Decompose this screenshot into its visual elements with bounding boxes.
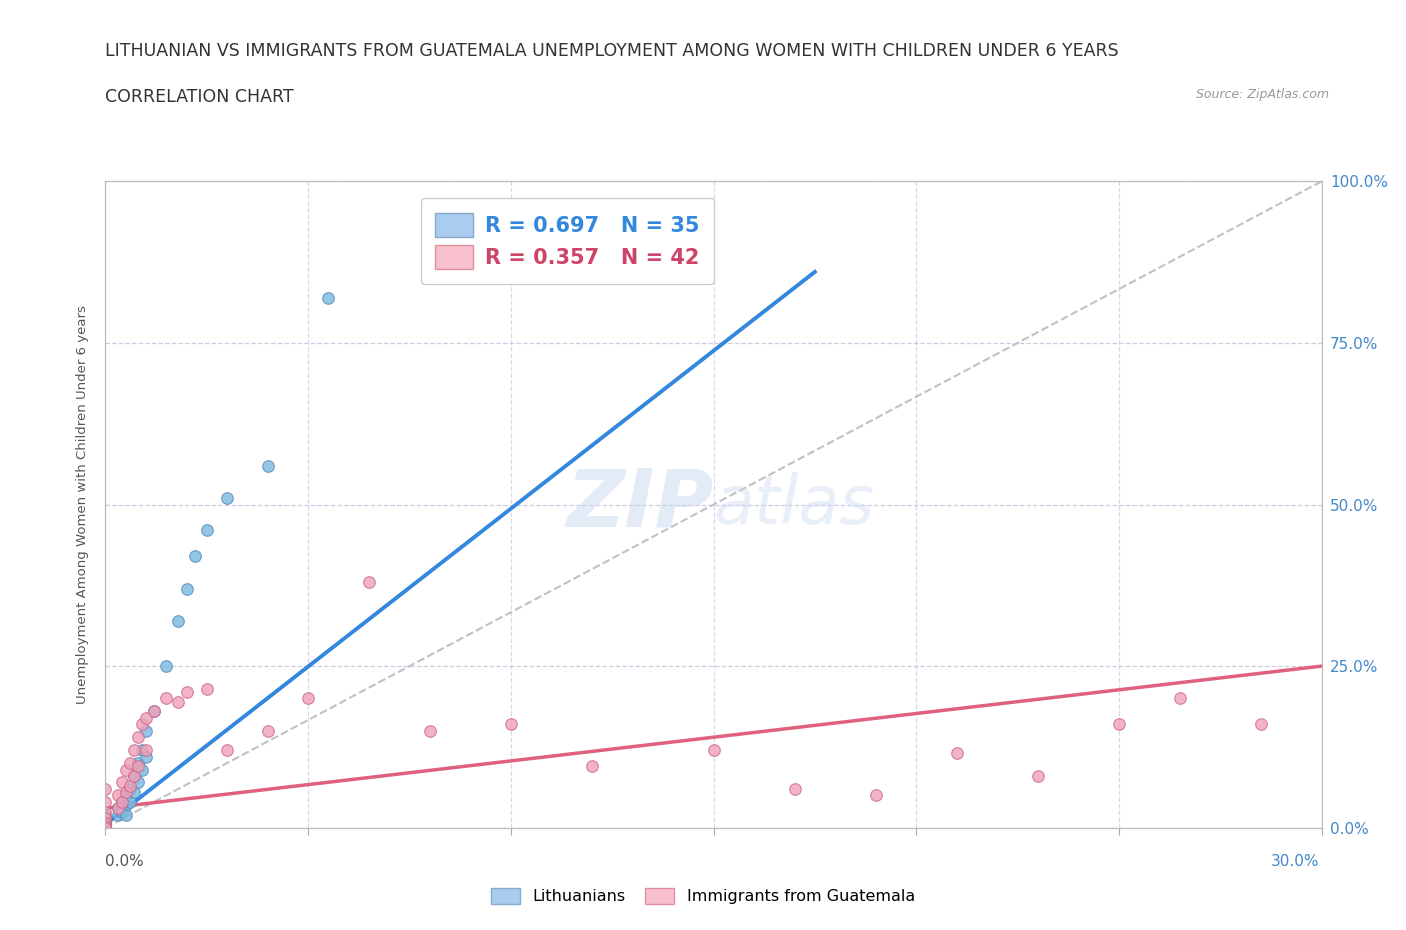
- Point: [122, 768, 145, 783]
- Point: [419, 724, 441, 738]
- Point: [122, 768, 145, 783]
- Point: [94, 815, 117, 830]
- Text: LITHUANIAN VS IMMIGRANTS FROM GUATEMALA UNEMPLOYMENT AMONG WOMEN WITH CHILDREN U: LITHUANIAN VS IMMIGRANTS FROM GUATEMALA …: [105, 42, 1119, 60]
- Point: [94, 814, 117, 829]
- Point: [114, 798, 136, 813]
- Point: [357, 575, 380, 590]
- Point: [94, 811, 117, 826]
- Point: [94, 781, 117, 796]
- Point: [118, 794, 141, 809]
- Y-axis label: Unemployment Among Women with Children Under 6 years: Unemployment Among Women with Children U…: [76, 305, 90, 704]
- Point: [114, 762, 136, 777]
- Point: [135, 724, 157, 738]
- Point: [176, 684, 198, 699]
- Point: [155, 658, 177, 673]
- Point: [94, 819, 117, 834]
- Point: [217, 491, 239, 506]
- Point: [499, 717, 522, 732]
- Point: [107, 801, 129, 816]
- Point: [176, 581, 198, 596]
- Point: [865, 788, 887, 803]
- Point: [135, 743, 157, 758]
- Point: [94, 804, 117, 819]
- Point: [114, 788, 136, 803]
- Point: [135, 750, 157, 764]
- Point: [122, 785, 145, 800]
- Point: [256, 724, 278, 738]
- Point: [122, 743, 145, 758]
- Text: 30.0%: 30.0%: [1271, 854, 1319, 869]
- Point: [94, 818, 117, 833]
- Point: [118, 781, 141, 796]
- Point: [217, 743, 239, 758]
- Point: [131, 762, 153, 777]
- Point: [111, 794, 134, 809]
- Point: [118, 755, 141, 770]
- Point: [127, 775, 149, 790]
- Point: [127, 730, 149, 745]
- Point: [127, 755, 149, 770]
- Point: [94, 820, 117, 835]
- Point: [114, 785, 136, 800]
- Point: [131, 743, 153, 758]
- Point: [195, 682, 218, 697]
- Point: [111, 794, 134, 809]
- Point: [114, 807, 136, 822]
- Text: Source: ZipAtlas.com: Source: ZipAtlas.com: [1195, 88, 1329, 101]
- Point: [945, 746, 967, 761]
- Point: [1108, 717, 1130, 732]
- Point: [135, 711, 157, 725]
- Point: [1168, 691, 1191, 706]
- Point: [94, 811, 117, 826]
- Point: [131, 717, 153, 732]
- Text: 0.0%: 0.0%: [105, 854, 145, 869]
- Point: [143, 704, 166, 719]
- Point: [94, 807, 117, 822]
- Point: [702, 743, 725, 758]
- Point: [94, 817, 117, 832]
- Point: [107, 807, 129, 822]
- Point: [94, 820, 117, 835]
- Point: [94, 820, 117, 835]
- Point: [127, 759, 149, 774]
- Point: [581, 759, 603, 774]
- Legend: R = 0.697   N = 35, R = 0.357   N = 42: R = 0.697 N = 35, R = 0.357 N = 42: [420, 198, 714, 284]
- Point: [1250, 717, 1272, 732]
- Point: [155, 691, 177, 706]
- Point: [107, 788, 129, 803]
- Point: [297, 691, 319, 706]
- Point: [167, 614, 190, 629]
- Text: atlas: atlas: [713, 472, 875, 538]
- Point: [256, 458, 278, 473]
- Point: [111, 775, 134, 790]
- Point: [111, 804, 134, 819]
- Point: [318, 290, 340, 305]
- Point: [783, 781, 806, 796]
- Point: [94, 820, 117, 835]
- Point: [94, 794, 117, 809]
- Point: [143, 704, 166, 719]
- Point: [195, 523, 218, 538]
- Text: CORRELATION CHART: CORRELATION CHART: [105, 88, 294, 106]
- Point: [167, 694, 190, 709]
- Point: [107, 801, 129, 816]
- Legend: Lithuanians, Immigrants from Guatemala: Lithuanians, Immigrants from Guatemala: [485, 882, 921, 910]
- Point: [183, 549, 205, 564]
- Point: [94, 820, 117, 835]
- Text: ZIP: ZIP: [567, 466, 713, 543]
- Point: [118, 778, 141, 793]
- Point: [1026, 768, 1049, 783]
